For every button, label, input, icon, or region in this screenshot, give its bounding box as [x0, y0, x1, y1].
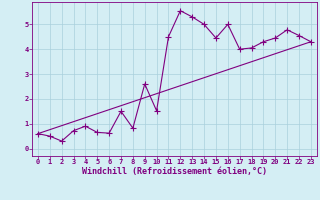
X-axis label: Windchill (Refroidissement éolien,°C): Windchill (Refroidissement éolien,°C) — [82, 167, 267, 176]
